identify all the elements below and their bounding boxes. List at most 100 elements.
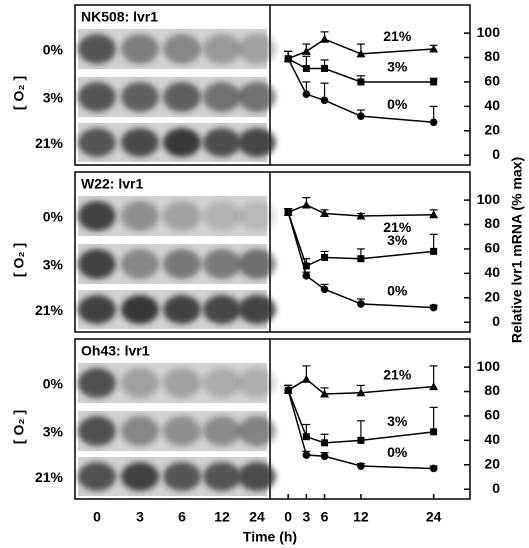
blot-band — [238, 249, 276, 279]
blot-band — [121, 462, 159, 491]
marker — [321, 65, 329, 73]
series-label: 21% — [383, 366, 412, 382]
blot-band — [203, 416, 241, 446]
series-label: 0% — [387, 282, 408, 298]
marker — [302, 451, 311, 459]
marker — [284, 208, 292, 217]
blot-band — [238, 128, 276, 157]
marker — [301, 200, 311, 209]
marker — [320, 209, 330, 218]
y-tick-label: 60 — [484, 73, 500, 89]
series-label: 3% — [387, 413, 408, 429]
x-tick-label: 3 — [302, 509, 310, 525]
marker — [429, 118, 438, 127]
blot-row-label: 21% — [35, 302, 64, 318]
blot-title: NK508: lvr1 — [81, 9, 158, 25]
marker — [302, 90, 311, 98]
y-tick-label: 20 — [484, 456, 500, 472]
lane-label: 0 — [93, 509, 101, 525]
marker — [429, 303, 438, 312]
blot-band — [78, 249, 116, 279]
blot-band — [163, 249, 201, 279]
y-tick-label: 80 — [484, 48, 500, 64]
blot-band — [203, 462, 241, 491]
blot-row-label: 0% — [43, 209, 64, 225]
x-tick-label: 0 — [284, 509, 292, 525]
y-tick-label: 80 — [484, 382, 500, 398]
marker — [356, 211, 366, 220]
blot-band — [163, 34, 201, 64]
blot-band — [238, 462, 276, 491]
blot-row-label: 21% — [35, 469, 64, 485]
side-label: [ O₂ ] — [11, 410, 27, 444]
blot-band — [238, 82, 276, 112]
x-tick-label: 24 — [426, 509, 442, 525]
y-tick-label: 40 — [484, 264, 500, 280]
blot-band — [78, 34, 116, 64]
blot-band — [163, 368, 201, 398]
marker — [357, 300, 365, 308]
blot-band — [78, 368, 116, 398]
blot-row-label: 0% — [43, 42, 64, 58]
blot-band — [121, 249, 159, 279]
blot-row-label: 3% — [43, 424, 64, 440]
blot-band — [121, 201, 159, 231]
blot-band — [238, 34, 276, 64]
series-label: 21% — [383, 219, 412, 235]
marker — [284, 54, 292, 63]
series-label: 3% — [387, 59, 408, 75]
blot-band — [238, 201, 276, 231]
y-tick-label: 80 — [484, 215, 500, 231]
marker — [320, 452, 329, 461]
blot-band — [203, 368, 241, 398]
marker — [320, 96, 329, 105]
blot-band — [238, 368, 276, 398]
side-label: [ O₂ ] — [11, 76, 27, 110]
blot-band — [121, 82, 159, 112]
blot-band — [203, 82, 241, 112]
marker — [430, 428, 438, 436]
blot-row-label: 3% — [43, 90, 64, 106]
blot-band — [78, 462, 116, 491]
blot-band — [203, 249, 241, 279]
blot-band — [238, 295, 276, 324]
lane-label: 12 — [214, 509, 230, 525]
blot-band — [203, 34, 241, 64]
series-label: 0% — [387, 96, 408, 112]
x-axis-label: Time (h) — [243, 529, 297, 545]
blot-band — [78, 201, 116, 231]
blot-band — [203, 201, 241, 231]
y-tick-label: 100 — [477, 358, 501, 374]
x-tick-label: 6 — [321, 509, 329, 525]
marker — [321, 439, 329, 447]
marker — [302, 65, 310, 73]
marker — [356, 388, 366, 397]
marker — [301, 374, 311, 383]
series-label: 21% — [383, 28, 412, 44]
panel-frame — [74, 4, 471, 166]
blot-band — [203, 295, 241, 324]
marker — [284, 386, 292, 395]
y-tick-label: 60 — [484, 240, 500, 256]
marker — [357, 436, 365, 444]
marker — [357, 112, 365, 120]
blot-band — [203, 128, 241, 157]
marker — [430, 247, 438, 255]
y-tick-label: 0 — [492, 480, 500, 496]
blot-band — [163, 416, 201, 446]
blot-row-label: 21% — [35, 135, 64, 151]
blot-title: Oh43: lvr1 — [81, 343, 150, 359]
marker — [302, 433, 310, 441]
y-tick-label: 20 — [484, 122, 500, 138]
lane-label: 3 — [136, 509, 144, 525]
series-label: 3% — [387, 232, 408, 248]
blot-band — [121, 368, 159, 398]
blot-band — [121, 34, 159, 64]
marker — [429, 464, 438, 473]
marker — [320, 285, 329, 294]
marker — [320, 389, 330, 398]
blot-band — [163, 462, 201, 491]
lane-label: 24 — [249, 509, 265, 525]
blot-band — [121, 416, 159, 446]
